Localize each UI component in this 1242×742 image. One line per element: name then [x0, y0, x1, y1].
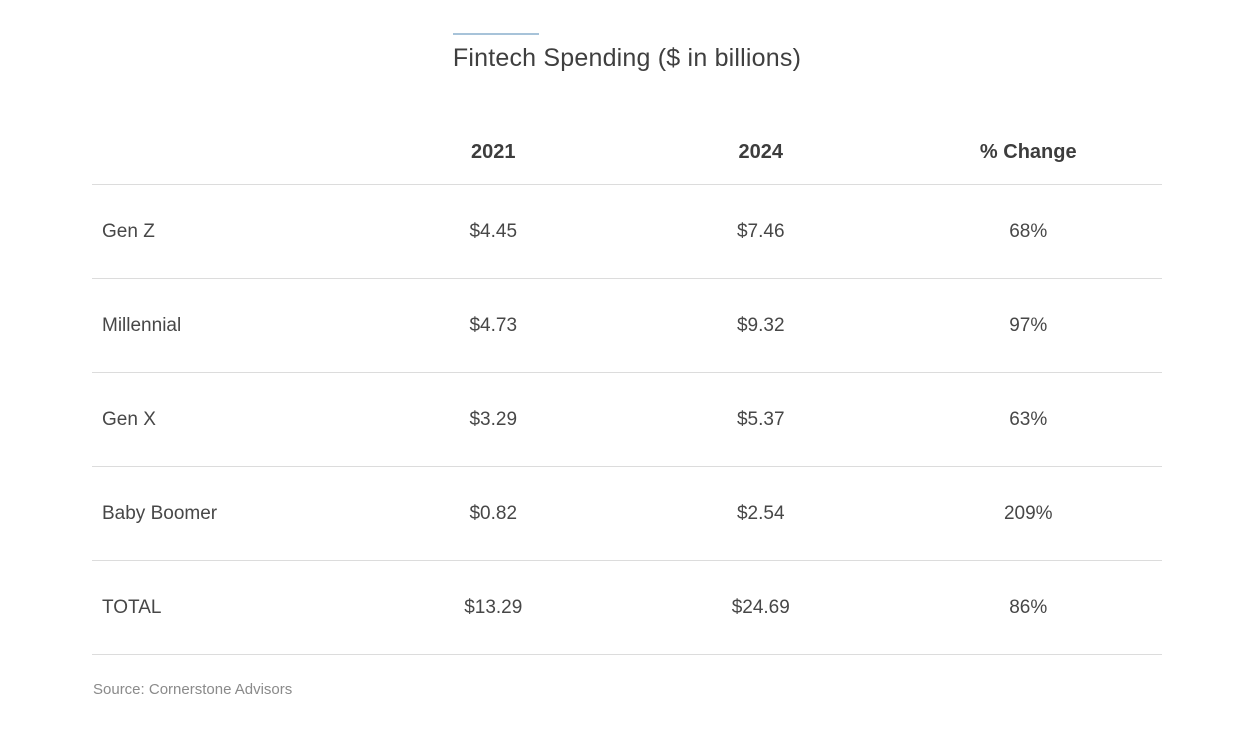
cell-2024: $7.46 [736, 220, 785, 242]
row-label: TOTAL [102, 596, 162, 618]
cell-2021: $4.73 [469, 314, 518, 336]
figure-title: Fintech Spending ($ in billions) [452, 44, 802, 72]
row-label: Millennial [102, 314, 182, 336]
title-inner: Fintech Spending ($ in billions) [452, 33, 802, 72]
cell-2024: $24.69 [731, 596, 790, 618]
cell-2024: $5.37 [736, 408, 785, 430]
table-row-gen-x: Gen X $3.29 $5.37 63% [92, 373, 1162, 467]
cell-pct-change: 209% [1003, 502, 1053, 524]
cell-2024: $9.32 [736, 314, 785, 336]
cell-2021: $0.82 [469, 502, 518, 524]
table-row-millennial: Millennial $4.73 $9.32 97% [92, 279, 1162, 373]
cell-pct-change: 97% [1009, 314, 1048, 336]
row-label: Baby Boomer [102, 502, 218, 524]
cell-pct-change: 86% [1009, 596, 1048, 618]
cell-2021: $4.45 [469, 220, 518, 242]
fintech-spending-figure: Fintech Spending ($ in billions) 2021 20… [92, 0, 1162, 698]
table-row-baby-boomer: Baby Boomer $0.82 $2.54 209% [92, 467, 1162, 561]
cell-pct-change: 68% [1009, 220, 1048, 242]
source-attribution: Source: Cornerstone Advisors [93, 681, 293, 698]
title-accent-line [452, 33, 539, 35]
table-header-row: 2021 2024 % Change [92, 120, 1162, 185]
cell-pct-change: 63% [1009, 408, 1048, 430]
table-row-total: TOTAL $13.29 $24.69 86% [92, 561, 1162, 655]
header-2024: 2024 [738, 140, 784, 163]
header-2021: 2021 [471, 140, 516, 163]
row-label: Gen X [102, 408, 156, 430]
cell-2024: $2.54 [736, 502, 785, 524]
cell-2021: $3.29 [469, 408, 518, 430]
spending-table: 2021 2024 % Change Gen Z $4.45 $7.46 68%… [92, 120, 1162, 655]
title-block: Fintech Spending ($ in billions) [92, 33, 1162, 72]
cell-2021: $13.29 [464, 596, 523, 618]
row-label: Gen Z [102, 220, 155, 242]
table-row-gen-z: Gen Z $4.45 $7.46 68% [92, 185, 1162, 279]
header-pct-change: % Change [979, 140, 1077, 163]
